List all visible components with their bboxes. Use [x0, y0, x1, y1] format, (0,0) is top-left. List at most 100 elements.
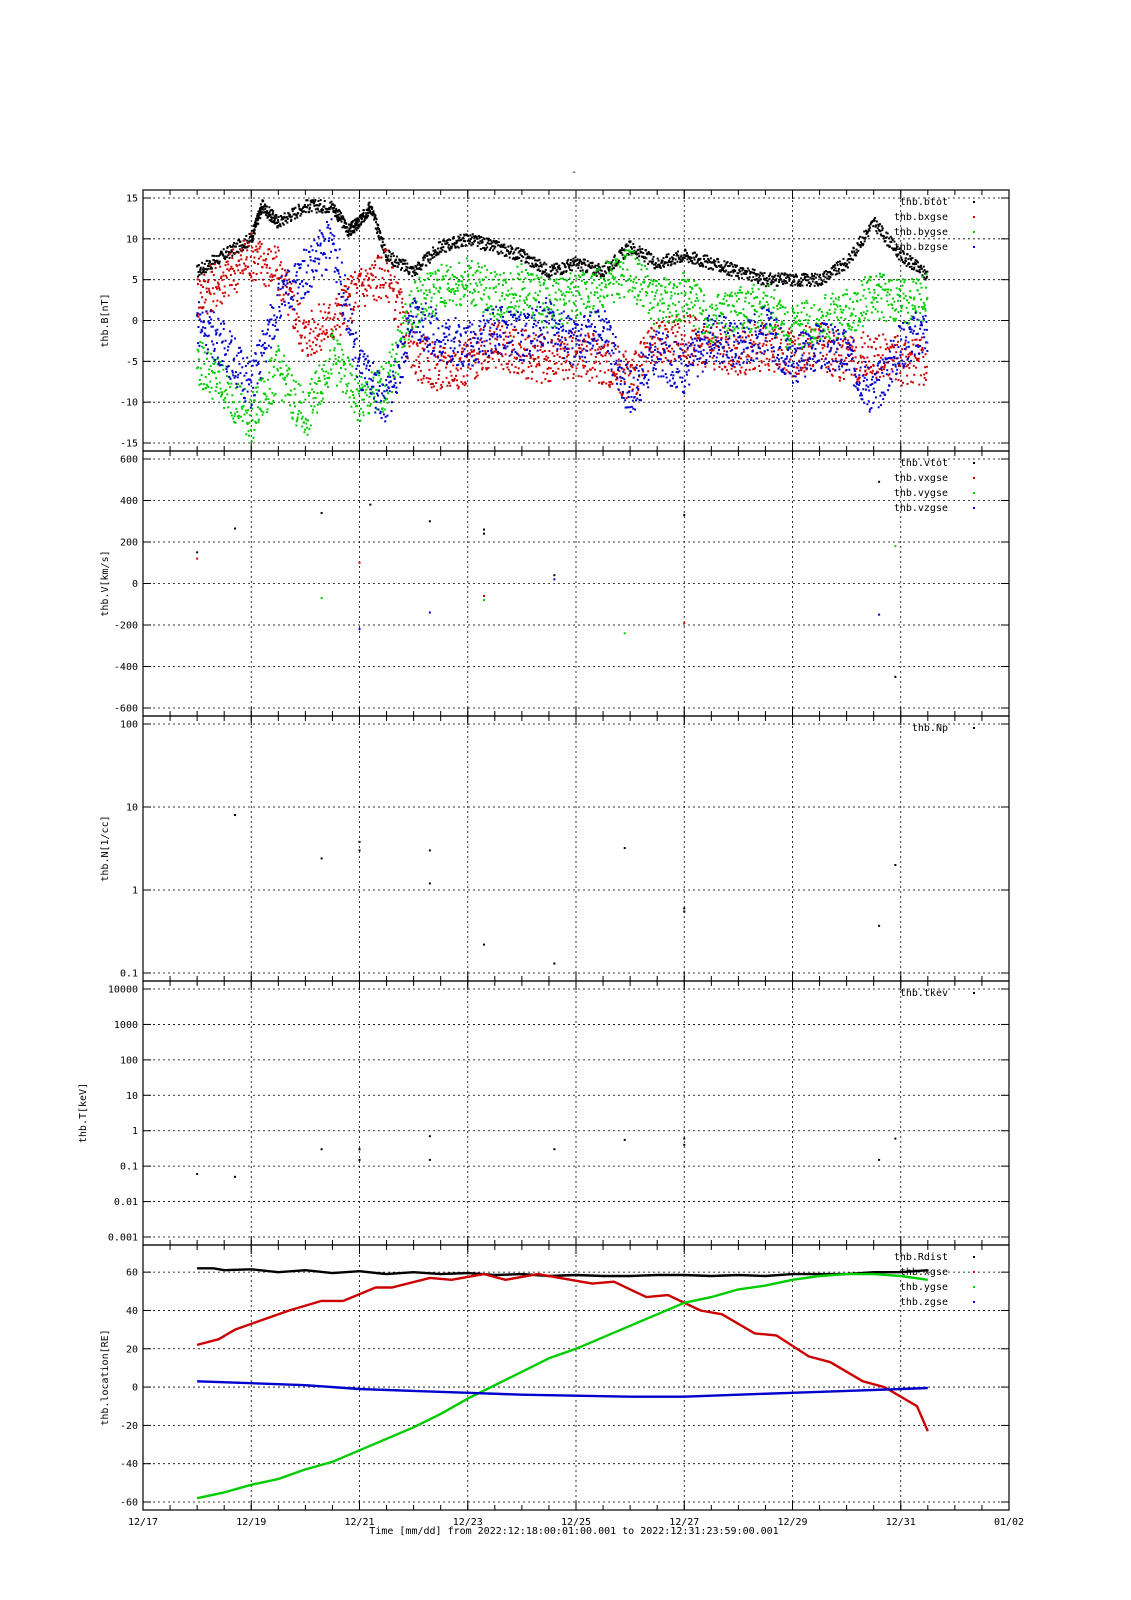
data-point: [884, 240, 887, 243]
data-point: [810, 328, 813, 331]
data-point: [331, 334, 334, 337]
data-point: [373, 260, 376, 263]
data-point: [633, 278, 636, 281]
data-point: [226, 381, 229, 384]
data-point: [205, 383, 208, 386]
data-point: [677, 313, 680, 316]
data-point: [670, 328, 673, 331]
data-point: [794, 317, 797, 320]
data-point: [371, 386, 374, 389]
data-point: [347, 296, 350, 299]
data-point: [859, 235, 862, 238]
data-point: [916, 261, 919, 264]
data-point: [378, 238, 381, 241]
data-point: [847, 348, 850, 351]
data-point: [920, 264, 923, 267]
data-point: [361, 281, 364, 284]
data-point: [316, 392, 319, 395]
data-point: [924, 353, 927, 356]
data-point: [272, 365, 275, 368]
data-point: [267, 284, 270, 287]
data-point: [361, 217, 364, 220]
data-point: [673, 358, 676, 361]
data-point: [319, 328, 322, 331]
data-point: [473, 304, 476, 307]
data-point: [878, 334, 881, 337]
data-point: [687, 261, 690, 264]
data-point: [764, 285, 767, 288]
data-point: [421, 264, 424, 267]
data-point: [921, 348, 924, 351]
data-point: [425, 336, 428, 339]
data-point: [855, 380, 858, 383]
data-point: [487, 366, 490, 369]
data-point: [265, 211, 268, 214]
data-point: [395, 353, 398, 356]
data-point: [906, 253, 909, 256]
data-point: [368, 404, 371, 407]
data-point: [843, 359, 846, 362]
data-point: [837, 336, 840, 339]
data-point: [539, 284, 542, 287]
data-point: [505, 341, 508, 344]
data-point: [892, 359, 895, 362]
data-point: [585, 345, 588, 348]
data-point: [298, 400, 301, 403]
data-point: [556, 353, 559, 356]
data-point: [364, 269, 367, 272]
data-point: [454, 289, 457, 292]
data-point: [197, 350, 200, 353]
data-point: [475, 371, 478, 374]
data-point: [629, 250, 632, 253]
data-point: [254, 224, 257, 227]
data-point: [725, 299, 728, 302]
data-point: [741, 323, 744, 326]
data-point: [551, 268, 554, 271]
data-point: [752, 340, 755, 343]
data-point: [835, 261, 838, 264]
data-point: [477, 241, 480, 244]
data-point: [357, 220, 360, 223]
data-point: [454, 276, 457, 279]
data-point: [402, 258, 405, 261]
data-point: [328, 311, 331, 314]
data-point: [426, 294, 429, 297]
data-point: [838, 379, 841, 382]
data-point: [243, 262, 246, 265]
data-point: [421, 284, 424, 287]
data-point: [889, 235, 892, 238]
data-point: [423, 297, 426, 300]
data-point: [343, 218, 346, 221]
data-point: [869, 365, 872, 368]
data-point: [211, 309, 214, 312]
data-point: [867, 235, 870, 238]
data-point: [672, 257, 675, 260]
data-point: [384, 248, 387, 251]
data-point: [276, 277, 279, 280]
data-point: [492, 249, 495, 252]
data-point: [270, 279, 273, 282]
data-point: [914, 338, 917, 341]
data-point: [773, 275, 776, 278]
data-point: [809, 285, 812, 288]
data-point: [368, 201, 371, 204]
data-point: [376, 232, 379, 235]
data-point: [533, 278, 536, 281]
data-point: [271, 208, 274, 211]
data-point: [495, 348, 498, 351]
data-point: [266, 271, 269, 274]
data-point: [598, 267, 601, 270]
data-point: [480, 235, 483, 238]
data-point: [553, 263, 556, 266]
data-point: [359, 407, 362, 410]
data-point: [236, 282, 239, 285]
data-point: [495, 351, 498, 354]
data-point: [874, 224, 877, 227]
data-point: [349, 389, 352, 392]
data-point: [561, 277, 564, 280]
data-point: [769, 325, 772, 328]
data-point: [554, 272, 557, 275]
data-point: [215, 377, 218, 380]
data-point: [715, 344, 718, 347]
data-point: [766, 279, 769, 282]
